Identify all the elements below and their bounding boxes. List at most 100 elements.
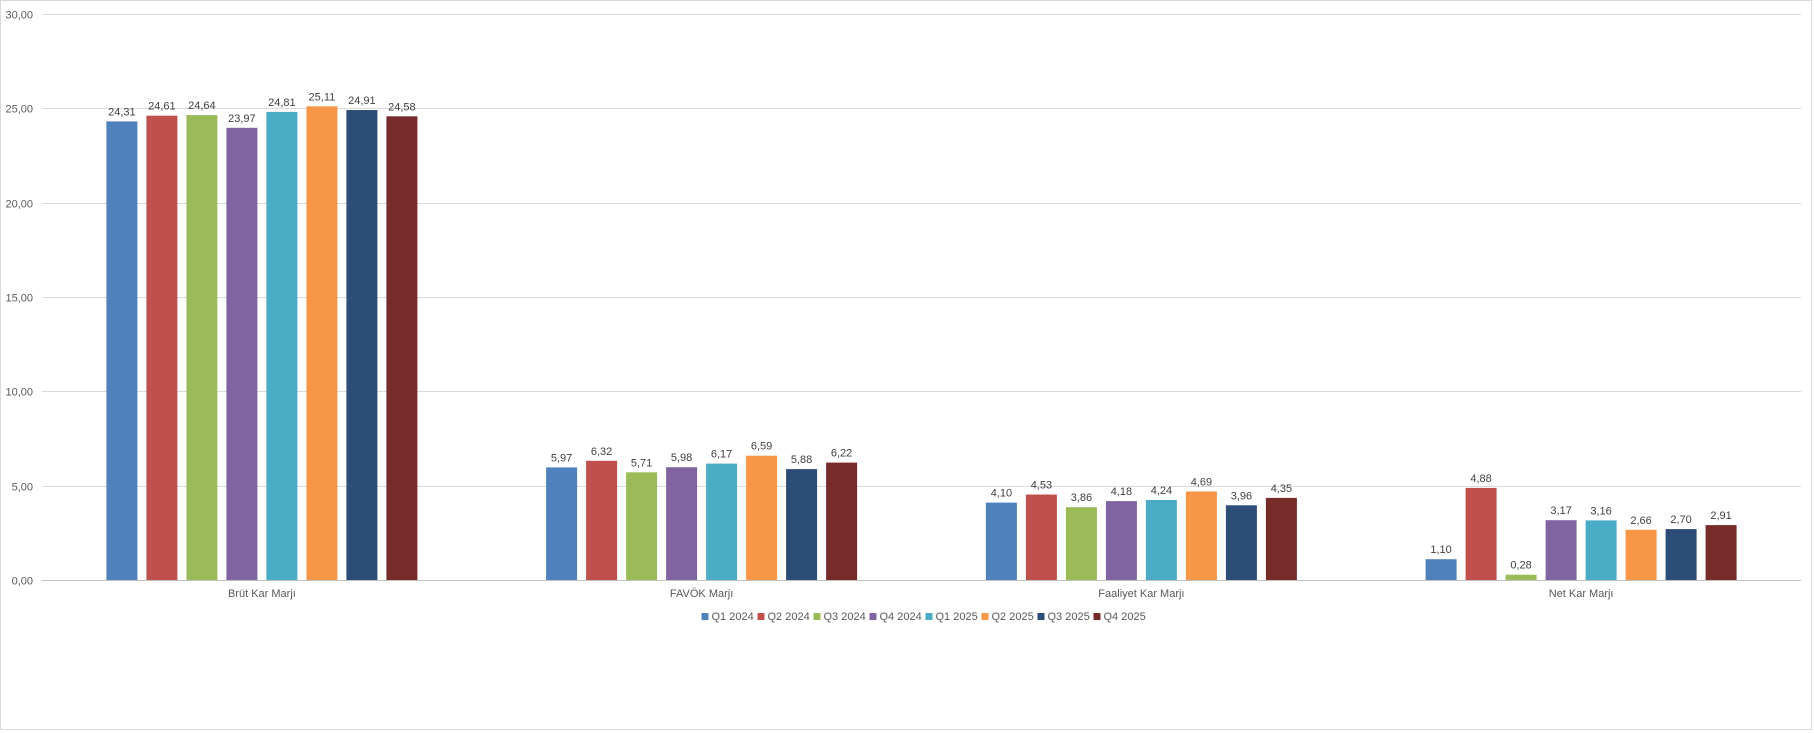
bar xyxy=(146,115,178,580)
bar xyxy=(1705,525,1737,580)
bar xyxy=(266,111,298,581)
legend-label: Q1 2024 xyxy=(712,611,754,623)
y-tick-label: 25,00 xyxy=(5,104,33,116)
data-label: 23,97 xyxy=(228,113,256,125)
data-label: 4,18 xyxy=(1111,486,1132,498)
x-category-label: FAVÖK Marjı xyxy=(670,588,733,600)
y-tick-label: 15,00 xyxy=(5,293,33,305)
data-label: 6,32 xyxy=(591,446,612,458)
data-label: 1,10 xyxy=(1430,544,1451,556)
bar xyxy=(666,467,698,580)
data-label: 2,70 xyxy=(1670,514,1691,526)
x-category-label: Net Kar Marjı xyxy=(1549,588,1614,600)
bar xyxy=(1425,559,1457,580)
bar xyxy=(226,127,258,581)
data-label: 25,11 xyxy=(309,91,336,103)
bar xyxy=(786,469,818,580)
data-labels: 24,31 24,61 24,64 23,97 24,81 25,11 24,91 24,58… xyxy=(108,91,1732,571)
legend-swatch xyxy=(1093,613,1101,620)
data-label: 4,88 xyxy=(1470,473,1491,485)
data-label: 4,35 xyxy=(1271,483,1292,495)
legend-item: Q2 2025 xyxy=(981,611,1034,623)
bar xyxy=(1105,501,1137,580)
x-category-label: Brüt Kar Marjı xyxy=(228,588,296,600)
bar xyxy=(1145,500,1177,580)
data-label: 2,91 xyxy=(1710,510,1731,522)
data-label: 3,16 xyxy=(1590,505,1611,517)
y-tick-label: 30,00 xyxy=(5,10,33,22)
legend-label: Q2 2025 xyxy=(992,611,1034,623)
bar xyxy=(1185,491,1217,580)
data-label: 3,96 xyxy=(1231,490,1252,502)
bar xyxy=(106,121,138,581)
y-tick-label: 20,00 xyxy=(5,199,33,211)
y-axis: 0,00 5,00 10,00 15,00 20,00 25,00 30,00 xyxy=(5,10,33,588)
legend-label: Q3 2024 xyxy=(824,611,866,623)
gridlines xyxy=(42,14,1801,581)
legend-swatch xyxy=(757,613,765,620)
legend-item: Q1 2025 xyxy=(925,611,978,623)
data-label: 24,81 xyxy=(268,97,296,109)
bar xyxy=(186,115,218,580)
legend-swatch xyxy=(925,613,933,620)
legend-item: Q3 2025 xyxy=(1037,611,1090,623)
bar xyxy=(386,116,418,581)
bar xyxy=(1065,507,1097,580)
bar xyxy=(826,462,858,580)
data-label: 5,98 xyxy=(671,452,692,464)
bar xyxy=(1025,494,1057,580)
data-label: 5,71 xyxy=(631,457,652,469)
y-tick-label: 0,00 xyxy=(12,576,33,588)
legend-swatch xyxy=(701,613,709,620)
data-label: 24,61 xyxy=(148,101,176,113)
data-label: 4,53 xyxy=(1031,480,1052,492)
legend-item: Q4 2025 xyxy=(1093,611,1146,623)
bar xyxy=(1665,529,1697,580)
legend-item: Q2 2024 xyxy=(757,611,810,623)
legend-label: Q4 2025 xyxy=(1104,611,1146,623)
bars xyxy=(106,106,1737,581)
data-label: 3,86 xyxy=(1071,492,1092,504)
legend-swatch xyxy=(981,613,989,620)
data-label: 4,24 xyxy=(1151,485,1172,497)
bar xyxy=(1265,497,1297,580)
x-axis: Brüt Kar Marjı FAVÖK Marjı Faaliyet Kar Ma… xyxy=(228,588,1614,600)
data-label: 0,28 xyxy=(1510,560,1531,572)
legend-item: Q3 2024 xyxy=(813,611,866,623)
bar xyxy=(586,460,618,580)
data-label: 24,91 xyxy=(348,95,376,107)
bar xyxy=(1505,574,1537,580)
bar xyxy=(1545,520,1577,580)
legend-label: Q1 2025 xyxy=(936,611,978,623)
bar xyxy=(1225,505,1257,580)
bar xyxy=(306,106,338,581)
bar xyxy=(1625,529,1657,580)
data-label: 4,69 xyxy=(1191,477,1212,489)
legend-swatch xyxy=(869,613,877,620)
bar xyxy=(985,502,1017,580)
legend: Q1 2024 Q2 2024 Q3 2024 Q4 2024 Q1 2025 Q2 20… xyxy=(701,611,1146,623)
bar xyxy=(346,110,378,580)
bar xyxy=(626,472,658,580)
bar xyxy=(1465,487,1497,580)
data-label: 3,17 xyxy=(1550,505,1571,517)
data-label: 24,64 xyxy=(188,100,216,112)
legend-item: Q1 2024 xyxy=(701,611,754,623)
data-label: 6,59 xyxy=(751,441,772,453)
x-category-label: Faaliyet Kar Marjı xyxy=(1098,588,1184,600)
bar xyxy=(546,467,578,580)
y-tick-label: 5,00 xyxy=(12,482,33,494)
data-label: 4,10 xyxy=(991,488,1012,500)
legend-swatch xyxy=(813,613,821,620)
data-label: 5,97 xyxy=(551,452,572,464)
data-label: 2,66 xyxy=(1630,515,1651,527)
data-label: 6,17 xyxy=(711,449,732,461)
bar xyxy=(746,455,778,580)
data-label: 24,58 xyxy=(388,101,416,113)
bar xyxy=(706,463,738,580)
legend-item: Q4 2024 xyxy=(869,611,922,623)
legend-swatch xyxy=(1037,613,1045,620)
bar xyxy=(1585,520,1617,580)
y-tick-label: 10,00 xyxy=(5,387,33,399)
